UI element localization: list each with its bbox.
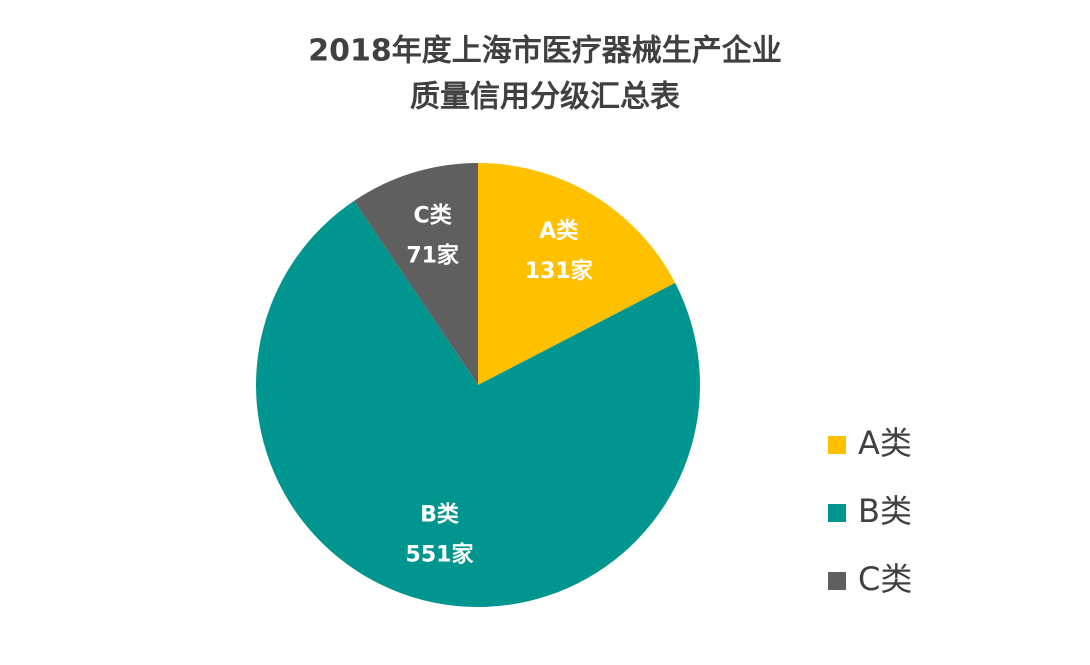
pie-slice <box>478 163 676 385</box>
legend-label: C类 <box>858 560 912 598</box>
chart-title: 2018年度上海市医疗器械生产企业 <box>308 34 782 69</box>
slice-category-label: C类 <box>414 203 453 228</box>
slice-category-label: B类 <box>420 503 460 528</box>
legend-swatch <box>828 572 846 590</box>
legend-label: B类 <box>858 492 912 530</box>
legend-swatch <box>828 504 846 522</box>
slice-category-label: A类 <box>539 219 579 244</box>
pie-slice <box>256 200 701 608</box>
slice-value-label: 131家 <box>525 258 594 284</box>
slice-value-label: 551家 <box>406 542 475 568</box>
chart-title: 质量信用分级汇总表 <box>410 80 680 115</box>
legend-label: A类 <box>858 424 912 462</box>
slice-value-label: 71家 <box>406 242 460 268</box>
legend-swatch <box>828 436 846 454</box>
pie-slice <box>354 163 478 385</box>
